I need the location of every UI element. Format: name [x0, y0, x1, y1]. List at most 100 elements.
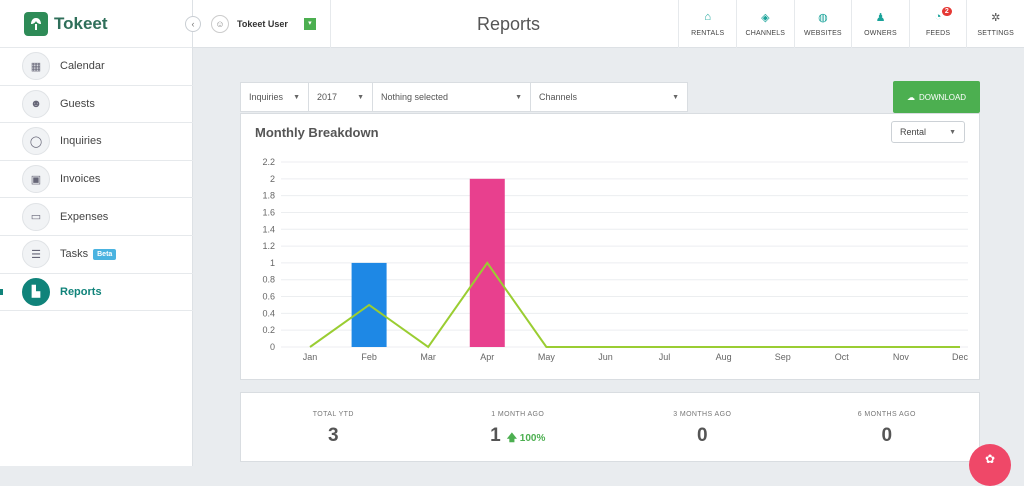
chevron-down-icon[interactable]: ▾	[304, 18, 316, 30]
nav-label: SETTINGS	[977, 30, 1014, 37]
brand[interactable]: Tokeet	[0, 0, 192, 48]
gear-icon: ✲	[991, 11, 1000, 25]
chart-icon: ▙	[22, 278, 50, 306]
user-menu[interactable]: ☺ Tokeet User ▾	[205, 0, 331, 48]
x-tick-label: Jun	[598, 352, 613, 362]
y-tick-label: 1.8	[262, 191, 275, 201]
sidebar-item-calendar[interactable]: ▦ Calendar	[0, 48, 193, 86]
stats-summary: TOTAL YTD 3 1 MONTH AGO 1 🡅 100% 3 MONTH…	[240, 392, 980, 462]
series-line	[310, 263, 960, 347]
stat-value: 3	[328, 425, 339, 447]
y-tick-label: 0.8	[262, 275, 275, 285]
sidebar: Tokeet ▦ Calendar ☻ Guests ◯ Inquiries ▣…	[0, 0, 193, 466]
caret-down-icon: ▼	[293, 94, 300, 101]
active-indicator	[0, 289, 3, 295]
x-tick-label: Apr	[480, 352, 494, 362]
nav-settings[interactable]: ✲ SETTINGS	[966, 0, 1024, 48]
type-select[interactable]: Inquiries ▼	[240, 82, 308, 112]
x-tick-label: Mar	[420, 352, 436, 362]
nav-feeds[interactable]: ◔ 2 FEEDS	[909, 0, 967, 48]
stat-label: 1 MONTH AGO	[491, 411, 544, 418]
sidebar-item-inquiries[interactable]: ◯ Inquiries	[0, 123, 193, 161]
stat-label: 6 MONTHS AGO	[858, 411, 916, 418]
x-tick-label: Jan	[303, 352, 318, 362]
x-tick-label: Oct	[835, 352, 850, 362]
download-label: DOWNLOAD	[919, 93, 966, 102]
stat-3-months-ago: 3 MONTHS AGO 0	[610, 393, 795, 461]
y-tick-label: 2	[270, 174, 275, 184]
home-icon: ⌂	[704, 11, 711, 25]
nav-owners[interactable]: ♟ OWNERS	[851, 0, 909, 48]
list-icon: ☰	[22, 240, 50, 268]
globe-icon: ◍	[818, 11, 828, 25]
type-select-value: Inquiries	[249, 92, 283, 102]
y-tick-label: 1.2	[262, 241, 275, 251]
sidebar-item-reports[interactable]: ▙ Reports	[0, 274, 193, 312]
x-tick-label: Jul	[659, 352, 671, 362]
sidebar-item-tasks[interactable]: ☰ Tasks Beta	[0, 236, 193, 274]
stat-value: 0	[697, 425, 708, 447]
owner-icon: ♟	[876, 11, 886, 25]
stat-1-month-ago: 1 MONTH AGO 1 🡅 100%	[426, 393, 611, 461]
stat-label: 3 MONTHS AGO	[673, 411, 731, 418]
channels-select[interactable]: Channels ▼	[530, 82, 688, 112]
year-select[interactable]: 2017 ▼	[308, 82, 372, 112]
sidebar-item-guests[interactable]: ☻ Guests	[0, 86, 193, 124]
nav-label: OWNERS	[864, 30, 897, 37]
sidebar-item-label: Inquiries	[60, 135, 102, 147]
nav-rentals[interactable]: ⌂ RENTALS	[678, 0, 736, 48]
page-title: Reports	[477, 14, 540, 35]
rentals-select-value: Nothing selected	[381, 92, 448, 102]
guests-icon: ☻	[22, 90, 50, 118]
sidebar-item-label: Invoices	[60, 173, 100, 185]
y-tick-label: 0.6	[262, 292, 275, 302]
x-tick-label: Aug	[716, 352, 732, 362]
sidebar-nav: ▦ Calendar ☻ Guests ◯ Inquiries ▣ Invoic…	[0, 48, 193, 311]
stat-total-ytd: TOTAL YTD 3	[241, 393, 426, 461]
sidebar-item-label: Tasks	[60, 248, 88, 260]
x-tick-label: May	[538, 352, 556, 362]
arrow-up-icon: 🡅	[507, 433, 517, 444]
y-tick-label: 2.2	[262, 157, 275, 167]
nav-websites[interactable]: ◍ WEBSITES	[794, 0, 852, 48]
stat-6-months-ago: 6 MONTHS AGO 0	[795, 393, 980, 461]
stat-label: TOTAL YTD	[313, 411, 354, 418]
sidebar-item-label: Calendar	[60, 60, 105, 72]
nav-channels[interactable]: ◈ CHANNELS	[736, 0, 794, 48]
collapse-sidebar-button[interactable]: ‹	[185, 16, 201, 32]
stat-change-value: 100%	[520, 433, 546, 444]
download-button[interactable]: ☁ DOWNLOAD	[893, 81, 980, 113]
rentals-select[interactable]: Nothing selected ▼	[372, 82, 530, 112]
chat-bubble-icon: ◯	[22, 127, 50, 155]
cloud-download-icon: ☁	[907, 93, 915, 102]
notification-badge: 2	[942, 7, 952, 16]
help-button[interactable]: ✿	[969, 444, 1011, 486]
money-icon: ▭	[22, 203, 50, 231]
rss-icon: ◔	[935, 11, 942, 25]
share-icon: ◈	[761, 11, 769, 25]
user-name: Tokeet User	[237, 19, 288, 29]
sidebar-item-expenses[interactable]: ▭ Expenses	[0, 198, 193, 236]
help-icon: ✿	[985, 452, 995, 466]
sidebar-item-label: Expenses	[60, 211, 108, 223]
channels-select-value: Channels	[539, 92, 577, 102]
y-tick-label: 0	[270, 342, 275, 352]
nav-label: RENTALS	[691, 30, 724, 37]
stat-value: 1	[490, 425, 501, 447]
x-tick-label: Sep	[775, 352, 791, 362]
topbar: ☺ Tokeet User ▾ Reports ⌂ RENTALS ◈ CHAN…	[193, 0, 1024, 48]
calendar-icon: ▦	[22, 52, 50, 80]
nav-label: CHANNELS	[745, 30, 785, 37]
top-nav: ⌂ RENTALS ◈ CHANNELS ◍ WEBSITES ♟ OWNERS…	[678, 0, 1024, 48]
y-tick-label: 1.6	[262, 207, 275, 217]
y-tick-label: 1.4	[262, 224, 275, 234]
sidebar-item-invoices[interactable]: ▣ Invoices	[0, 161, 193, 199]
x-tick-label: Feb	[361, 352, 377, 362]
brand-name: Tokeet	[54, 14, 108, 34]
beta-badge: Beta	[93, 249, 116, 260]
report-filters: Inquiries ▼ 2017 ▼ Nothing selected ▼ Ch…	[240, 82, 688, 112]
year-select-value: 2017	[317, 92, 337, 102]
caret-down-icon: ▼	[515, 94, 522, 101]
